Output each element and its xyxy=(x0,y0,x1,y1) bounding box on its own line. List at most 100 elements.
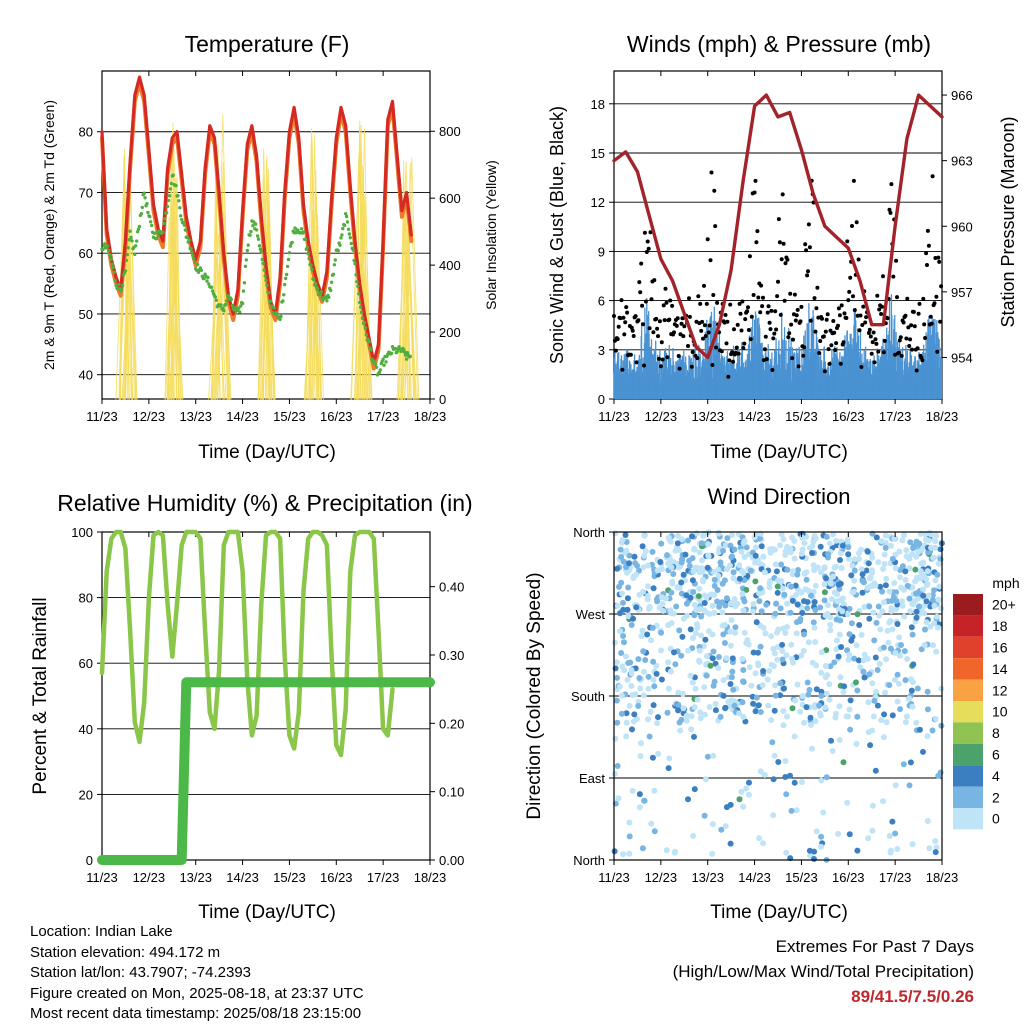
wind-direction-point xyxy=(855,657,862,664)
wind-direction-point xyxy=(679,633,686,640)
wind-direction-point xyxy=(820,809,827,816)
wind-direction-point xyxy=(860,668,867,675)
dewpoint-point xyxy=(205,279,209,283)
dewpoint-point xyxy=(347,232,352,236)
wind-direction-point xyxy=(623,719,630,726)
gust-point xyxy=(864,315,869,320)
wind-direction-point xyxy=(922,536,929,543)
wind-direction-point xyxy=(731,546,738,553)
gust-point xyxy=(652,278,657,283)
dewpoint-point xyxy=(152,231,157,235)
wind-direction-point xyxy=(694,624,701,631)
dewpoint-point xyxy=(241,289,246,293)
gust-point xyxy=(875,293,880,298)
wind-direction-point xyxy=(719,609,726,616)
wind-direction-point xyxy=(827,663,834,670)
winds-xtick-label: 16/23 xyxy=(832,409,865,424)
dewpoint-point xyxy=(125,252,129,257)
wind-direction-point xyxy=(648,637,654,644)
wind-direction-point xyxy=(886,588,893,595)
wind-direction-point xyxy=(900,761,907,768)
wind-direction-point xyxy=(736,796,743,803)
rh-xtick-label: 15/23 xyxy=(273,870,306,885)
winds-xtick-label: 13/23 xyxy=(691,409,724,424)
wind-direction-point xyxy=(740,667,747,673)
dewpoint-point xyxy=(343,223,347,228)
wind-direction-point xyxy=(739,590,746,597)
wind-direction-point xyxy=(750,700,757,707)
winds-title: Winds (mph) & Pressure (mb) xyxy=(627,31,931,57)
dewpoint-point xyxy=(262,268,266,272)
wind-direction-point xyxy=(675,707,682,714)
wind-direction-ylabel: Direction (Colored By Speed) xyxy=(524,572,545,819)
gust-point xyxy=(829,343,834,348)
gust-point xyxy=(901,320,906,325)
gust-point xyxy=(719,349,724,354)
wind-direction-point xyxy=(639,845,646,852)
dewpoint-point xyxy=(221,306,225,310)
wind-direction-point xyxy=(882,689,889,696)
wind-direction-point xyxy=(653,670,660,677)
gust-point xyxy=(725,319,730,324)
wind-direction-point xyxy=(801,719,807,726)
wind-direction-point xyxy=(780,722,787,729)
gust-point xyxy=(852,308,857,313)
wind-direction-point xyxy=(788,641,795,648)
wind-direction-point xyxy=(690,568,697,575)
wind-direction-point xyxy=(833,537,840,544)
gust-point xyxy=(760,304,765,309)
dewpoint-point xyxy=(249,229,253,234)
wind-direction-point xyxy=(784,566,791,573)
winds-xtick-label: 18/23 xyxy=(926,409,959,424)
gust-point xyxy=(851,178,856,183)
wind-direction-point xyxy=(760,840,767,847)
wind-direction-point xyxy=(860,657,867,664)
dewpoint-point xyxy=(142,191,146,195)
dewpoint-point xyxy=(239,304,243,308)
rh-ytick-right-label: 0.20 xyxy=(439,716,464,731)
gust-point xyxy=(679,321,684,326)
temperature-xtick-label: 16/23 xyxy=(320,409,353,424)
gust-point xyxy=(703,334,708,338)
wind-direction-point xyxy=(655,714,661,721)
dewpoint-point xyxy=(105,244,110,248)
wind-direction-point xyxy=(628,682,635,689)
wind-direction-point xyxy=(859,589,866,596)
speed-legend-label: 6 xyxy=(992,747,1000,763)
wind-direction-xtick-label: 17/23 xyxy=(879,870,912,885)
wind-direction-point xyxy=(808,722,814,728)
wind-direction-point xyxy=(889,626,896,633)
gust-point xyxy=(748,337,753,342)
wind-direction-point xyxy=(727,840,734,847)
wind-direction-point xyxy=(922,531,929,538)
gust-point xyxy=(664,300,669,305)
wind-direction-point xyxy=(680,705,687,712)
gust-point xyxy=(881,274,885,279)
dewpoint-point xyxy=(165,211,169,215)
wind-direction-point xyxy=(869,802,876,809)
wind-direction-point xyxy=(650,676,657,683)
wind-direction-point xyxy=(696,647,703,654)
wind-direction-point xyxy=(697,709,704,716)
gust-point xyxy=(867,327,872,332)
wind-direction-point xyxy=(871,697,878,704)
dewpoint-point xyxy=(156,234,160,238)
dewpoint-point xyxy=(255,234,260,238)
wind-direction-point xyxy=(687,626,694,633)
wind-direction-point xyxy=(667,607,674,614)
wind-direction-point xyxy=(809,659,816,666)
gust-point xyxy=(871,330,876,335)
wind-direction-point xyxy=(665,534,672,541)
wind-direction-point xyxy=(631,553,638,560)
gust-point xyxy=(793,318,798,323)
dewpoint-point xyxy=(135,239,139,243)
wind-direction-point xyxy=(827,621,834,628)
wind-direction-point xyxy=(861,674,868,681)
wind-direction-point xyxy=(618,710,625,717)
wind-direction-point xyxy=(783,791,790,798)
wind-direction-point xyxy=(818,843,825,850)
wind-direction-point xyxy=(723,595,730,602)
wind-direction-ytick-label: South xyxy=(571,689,605,704)
gust-point xyxy=(854,220,859,225)
